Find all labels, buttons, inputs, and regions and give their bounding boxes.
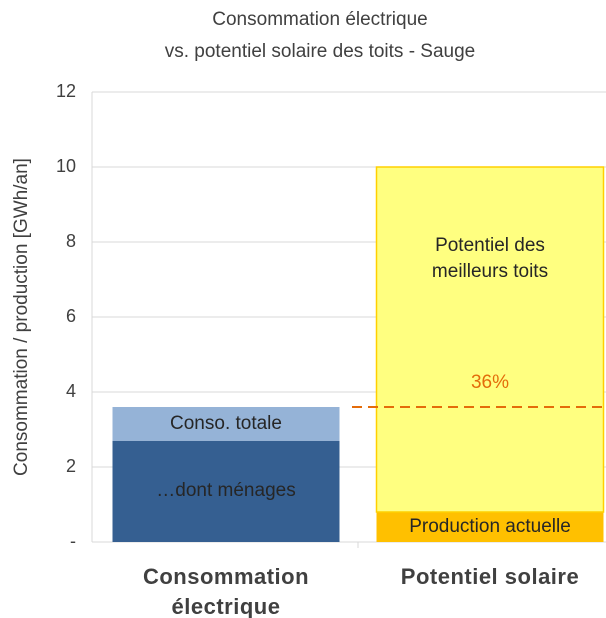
y-tick-label: 4 [66, 381, 76, 401]
y-tick-label: 12 [56, 81, 76, 101]
x-tick-label: Potentiel solaire [400, 564, 580, 589]
segment-label: Potentiel des meilleurs toits [431, 235, 549, 282]
bar-segment [112, 407, 340, 441]
bar-segment [375, 166, 605, 513]
chart-subtitle: vs. potentiel solaire des toits - Sauge [165, 41, 476, 62]
bar-segment [376, 512, 604, 542]
y-axis-label: Consommation / production [GWh/an] [11, 158, 32, 476]
bar-segment [112, 440, 340, 542]
chart-title: Consommation électrique [212, 9, 427, 30]
y-tick-label: 6 [66, 306, 76, 326]
y-tick-label: 2 [66, 456, 76, 476]
segment-label: Production actuelle [409, 516, 571, 537]
y-tick-label: 10 [56, 156, 76, 176]
reference-label: 36% [471, 372, 509, 393]
segment-label: …dont ménages [156, 480, 296, 502]
segment-label: Conso. totale [170, 412, 282, 434]
y-tick-label: - [70, 531, 76, 551]
x-tick-label: Consommation électrique [142, 564, 310, 618]
y-tick-label: 8 [66, 231, 76, 251]
